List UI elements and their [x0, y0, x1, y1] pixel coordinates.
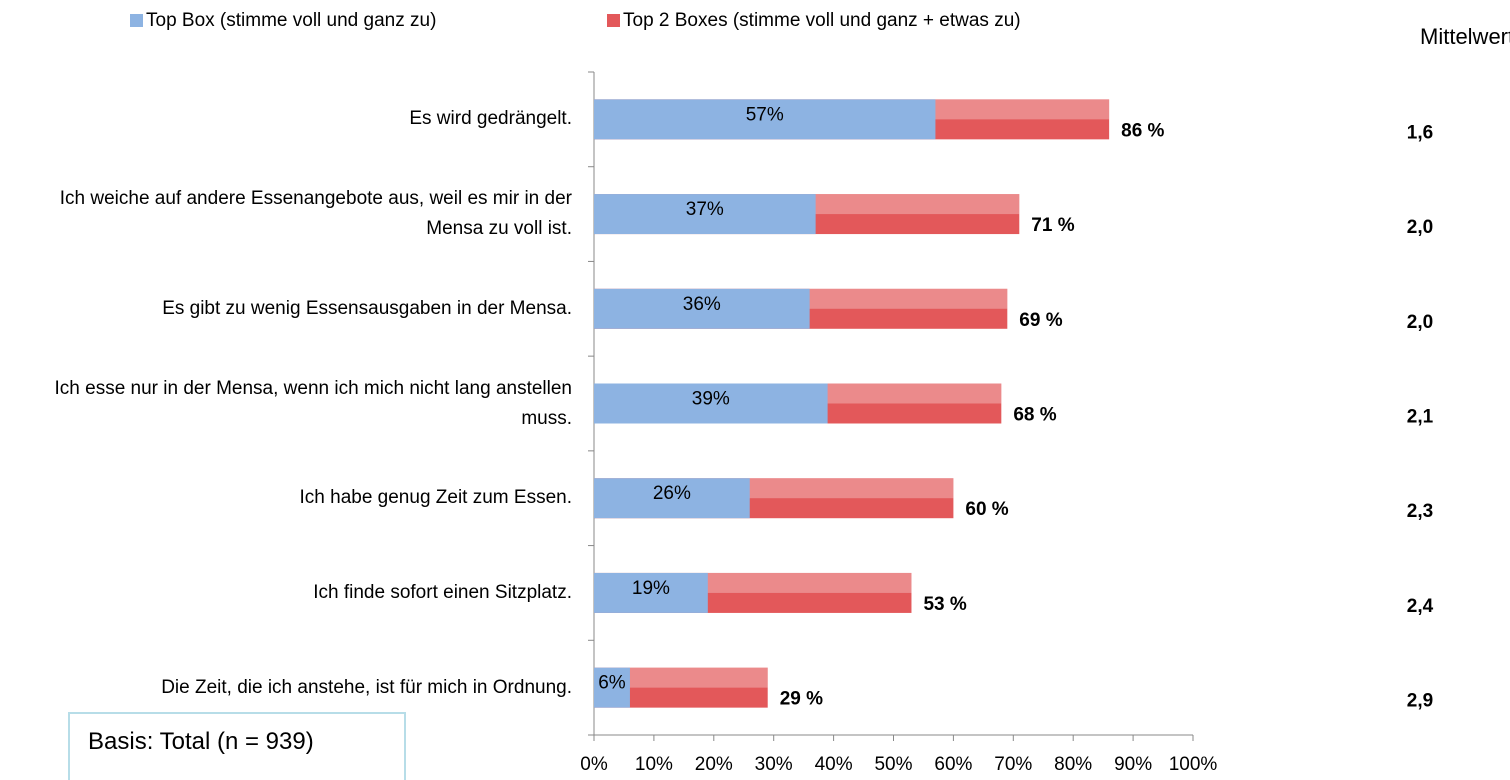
category-label: Ich finde sofort einen Sitzplatz. — [313, 581, 572, 603]
bar — [594, 99, 936, 140]
mean-label: 2,1 — [1407, 407, 1434, 428]
data-label: 60 % — [965, 499, 1008, 520]
legend-swatch — [607, 14, 620, 27]
mean-label: 2,9 — [1407, 691, 1433, 712]
annotation: Basis: Total (n = 939) — [68, 712, 406, 780]
x-tick-label: 30% — [755, 754, 793, 775]
x-tick-label: 80% — [1054, 754, 1092, 775]
x-tick-label: 20% — [695, 754, 733, 775]
data-label: 29 % — [780, 689, 823, 710]
bar — [594, 572, 708, 613]
x-tick-label: 90% — [1114, 754, 1152, 775]
bar — [594, 667, 630, 708]
means-title: Mittelwert — [1420, 24, 1510, 49]
data-label: 39% — [692, 389, 730, 410]
x-tick-label: 40% — [815, 754, 853, 775]
data-label: 71 % — [1031, 215, 1074, 236]
x-tick-label: 10% — [635, 754, 673, 775]
x-tick-label: 100% — [1169, 754, 1218, 775]
category-label: Ich esse nur in der Mensa, wenn ich mich… — [54, 377, 573, 429]
data-label: 26% — [653, 483, 691, 504]
category-label: Es gibt zu wenig Essensausgaben in der M… — [162, 297, 572, 319]
x-tick-label: 50% — [874, 754, 912, 775]
data-label: 36% — [683, 294, 721, 315]
legend-label: Top 2 Boxes (stimme voll und ganz + etwa… — [623, 10, 1021, 31]
mean-label: 2,3 — [1407, 501, 1433, 522]
legend-label: Top Box (stimme voll und ganz zu) — [146, 10, 436, 31]
x-tick-label: 0% — [580, 754, 608, 775]
bar-highlight — [594, 667, 768, 688]
bar — [594, 194, 816, 235]
data-label: 19% — [632, 578, 670, 599]
bar — [594, 478, 750, 519]
data-label: 6% — [598, 673, 626, 694]
bar — [594, 383, 828, 424]
legend-swatch — [130, 14, 143, 27]
category-label: Die Zeit, die ich anstehe, ist für mich … — [161, 676, 572, 698]
mean-label: 1,6 — [1407, 122, 1433, 143]
category-label: Ich weiche auf andere Essenangebote aus,… — [59, 188, 572, 240]
data-label: 57% — [746, 104, 784, 125]
data-label: 69 % — [1019, 310, 1062, 331]
category-label: Es wird gedrängelt. — [409, 108, 572, 130]
mean-label: 2,4 — [1407, 596, 1434, 617]
data-label: 68 % — [1013, 405, 1056, 426]
x-tick-label: 60% — [934, 754, 972, 775]
x-tick-label: 70% — [994, 754, 1032, 775]
data-label: 53 % — [923, 594, 966, 615]
mean-label: 2,0 — [1407, 217, 1433, 238]
mean-label: 2,0 — [1407, 312, 1433, 333]
data-label: 86 % — [1121, 120, 1164, 141]
category-label: Ich habe genug Zeit zum Essen. — [299, 487, 573, 509]
data-label: 37% — [686, 199, 724, 220]
bar — [594, 288, 810, 329]
